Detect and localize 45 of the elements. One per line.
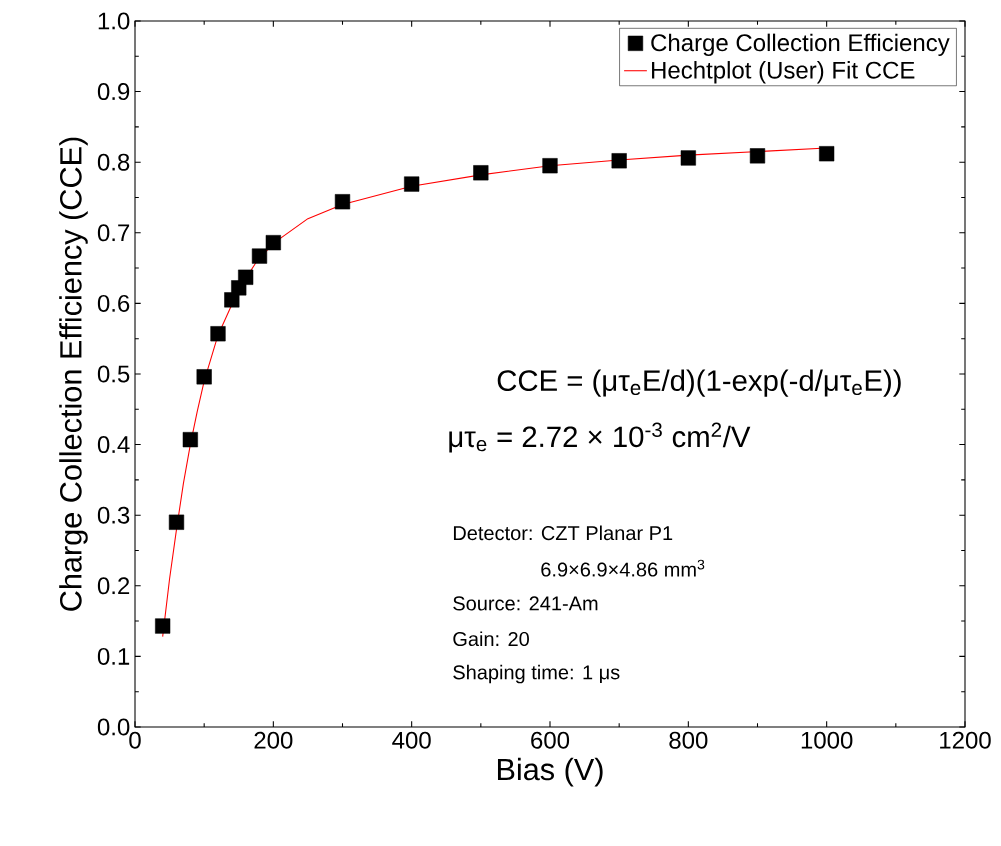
y-tick-label: 0.5 bbox=[97, 365, 130, 383]
x-tick-label: 800 bbox=[669, 731, 708, 749]
point bbox=[182, 432, 198, 448]
x-tick-label: 1200 bbox=[940, 731, 991, 749]
annotation: 6.9×6.9×4.86 mm$^{3}$ bbox=[541, 559, 705, 577]
annotation: μτ$_{e}$ = 2.72 × 10$^{-3}$ cm$^{2}$/V bbox=[449, 422, 751, 453]
x-tick-label: 600 bbox=[531, 731, 570, 749]
y-tick-label: 0.4 bbox=[97, 436, 130, 454]
point bbox=[680, 150, 696, 166]
point bbox=[251, 248, 268, 264]
point bbox=[265, 235, 281, 251]
point bbox=[749, 148, 766, 164]
y-tick-label: 0.9 bbox=[97, 83, 130, 101]
y-tick-label: 1.0 bbox=[98, 12, 130, 30]
annotation: CCE = (μτ$_{e}$E/d)(1-exp(-d/μτ$_{e}$E)) bbox=[497, 369, 901, 397]
y-tick-label: 0.8 bbox=[97, 153, 130, 171]
annotation: Gain: 20 bbox=[453, 631, 529, 647]
x-axis-title: Bias (V) bbox=[497, 757, 603, 787]
y-tick-label: 0.2 bbox=[97, 577, 130, 595]
x-tick-label: 1000 bbox=[801, 731, 853, 749]
annotation: Source: 241-Am bbox=[453, 596, 598, 611]
annotation: Shaping time: 1 μs bbox=[453, 664, 620, 684]
point bbox=[611, 153, 627, 169]
y-tick-label: 0.3 bbox=[97, 506, 130, 524]
point bbox=[473, 165, 489, 181]
point bbox=[819, 146, 835, 162]
point bbox=[155, 618, 171, 634]
x-tick-label: 400 bbox=[392, 731, 431, 749]
x-tick-label: 200 bbox=[254, 731, 293, 749]
legend-label: Hechtplot (User) Fit CCE bbox=[652, 61, 915, 84]
point bbox=[196, 369, 212, 385]
point bbox=[404, 176, 420, 192]
y-tick-label: 0.1 bbox=[97, 647, 130, 665]
point bbox=[168, 514, 185, 530]
y-axis-title: Charge Collection Efficiency (CCE) bbox=[59, 137, 88, 611]
point bbox=[334, 194, 351, 210]
legend-label: Charge Collection Efficiency bbox=[651, 33, 950, 57]
y-tick-label: 0.0 bbox=[97, 718, 130, 736]
x-tick-label: 0 bbox=[129, 731, 141, 749]
point bbox=[542, 158, 558, 174]
point bbox=[238, 269, 254, 285]
y-tick-label: 0.7 bbox=[97, 224, 130, 242]
point bbox=[210, 326, 226, 342]
annotation: Detector: CZT Planar P1 bbox=[453, 525, 673, 541]
y-tick-label: 0.6 bbox=[97, 294, 130, 312]
